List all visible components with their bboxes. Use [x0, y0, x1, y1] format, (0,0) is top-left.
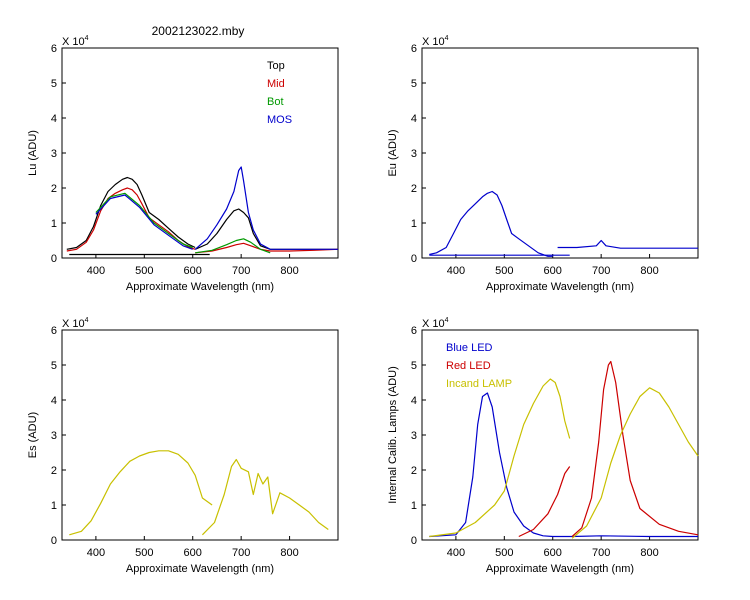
calib-ytick-label: 5: [411, 360, 417, 372]
lu-series-mos: [95, 194, 193, 250]
es-chart-panel: 0 1 2 3 4 5 6 400 500 600 700 800 X 104 Approximate W…: [27, 317, 339, 575]
calib-chart-panel: 0 1 2 3 4 5 6 400 500 600 700 800 X 104 Approximate W…: [387, 317, 699, 575]
lu-plot-frame: [61, 47, 339, 259]
es-xlabel: Approximate Wavelength (nm): [126, 563, 274, 575]
lu-multiplier-exponent: 4: [85, 35, 89, 42]
calib-multiplier-exponent: 4: [445, 317, 449, 324]
lu-multiplier: X 104: [62, 35, 89, 48]
eu-ylabel: Eu (ADU): [387, 129, 399, 176]
lu-ytick-label: 5: [51, 78, 57, 90]
es-xtick-label: 600: [184, 547, 202, 559]
calib-ytick-label: 1: [411, 500, 417, 512]
lu-ytick-label: 1: [51, 218, 57, 230]
eu-ytick-label: 3: [411, 148, 417, 160]
lu-xlabel: Approximate Wavelength (nm): [126, 281, 274, 293]
lu-ytick-label: 6: [51, 43, 57, 55]
calib-legend-blue-led: Blue LED: [446, 342, 493, 354]
es-ytick-label: 6: [51, 325, 57, 337]
eu-series-eu: [429, 190, 553, 257]
lu-legend-bot: Bot: [267, 96, 284, 108]
lu-series-bot: [95, 192, 193, 249]
lu-legend-mos: MOS: [267, 114, 292, 126]
calib-series-red-led: [518, 466, 571, 538]
calib-xlabel: Approximate Wavelength (nm): [486, 563, 634, 575]
calib-ylabel: Internal Calib. Lamps (ADU): [387, 366, 399, 504]
calib-xtick-label: 500: [495, 547, 513, 559]
calib-ytick-label: 2: [411, 465, 417, 477]
es-xtick-label: 400: [87, 547, 105, 559]
es-xtick-label: 500: [135, 547, 153, 559]
calib-series-red-led-2: [571, 360, 699, 537]
lu-series-top: [66, 176, 196, 250]
eu-xtick-label: 700: [592, 265, 610, 277]
lu-ytick-label: 0: [51, 253, 57, 265]
eu-ytick-label: 1: [411, 218, 417, 230]
lu-ylabel: Lu (ADU): [27, 130, 39, 176]
es-ytick-label: 1: [51, 500, 57, 512]
eu-series-eu-2: [557, 239, 698, 249]
lu-legend-top: Top: [267, 60, 285, 72]
eu-xtick-label: 600: [544, 265, 562, 277]
calib-multiplier: X 104: [422, 317, 449, 330]
eu-xtick-label: 400: [447, 265, 465, 277]
es-ytick-label: 4: [51, 395, 57, 407]
calib-ytick-label: 0: [411, 535, 417, 547]
lu-ytick-label: 2: [51, 183, 57, 195]
es-multiplier-exponent: 4: [85, 317, 89, 324]
calib-xtick-label: 700: [592, 547, 610, 559]
es-plot-frame: [61, 329, 339, 541]
calib-xtick-label: 600: [544, 547, 562, 559]
eu-xtick-label: 500: [495, 265, 513, 277]
lu-series-top-2: [194, 208, 338, 250]
lu-xtick-label: 400: [87, 265, 105, 277]
lu-ytick-label: 4: [51, 113, 57, 125]
lu-xtick-label: 500: [135, 265, 153, 277]
es-ytick-label: 3: [51, 430, 57, 442]
es-series-es-2: [201, 458, 329, 536]
eu-multiplier: X 104: [422, 35, 449, 48]
lu-chart-panel: 0 1 2 3 4 5 6 400 500 600 700 800 X 104 Approximate W…: [27, 35, 339, 293]
es-ytick-label: 0: [51, 535, 57, 547]
lu-xtick-label: 700: [232, 265, 250, 277]
lu-xtick-label: 800: [280, 265, 298, 277]
eu-ytick-label: 4: [411, 113, 417, 125]
eu-ytick-label: 6: [411, 43, 417, 55]
lu-series-mos-2: [194, 166, 338, 250]
es-ytick-label: 2: [51, 465, 57, 477]
calib-legend-red-led: Red LED: [446, 360, 491, 372]
eu-chart-panel: 0 1 2 3 4 5 6 400 500 600 700 800 X 104 Approximate W…: [387, 35, 699, 293]
es-multiplier: X 104: [62, 317, 89, 330]
calib-xtick-label: 800: [640, 547, 658, 559]
lu-series-mid: [66, 187, 196, 252]
eu-ytick-label: 0: [411, 253, 417, 265]
eu-xtick-label: 800: [640, 265, 658, 277]
eu-ytick-label: 5: [411, 78, 417, 90]
calib-series-incand-lamp-2: [571, 387, 699, 539]
calib-legend-incand-lamp: Incand LAMP: [446, 378, 512, 390]
calib-series-blue-led-2: [572, 535, 698, 538]
calib-ytick-label: 6: [411, 325, 417, 337]
es-xtick-label: 700: [232, 547, 250, 559]
calib-series-incand-lamp: [429, 378, 571, 538]
eu-xlabel: Approximate Wavelength (nm): [486, 281, 634, 293]
es-ytick-label: 5: [51, 360, 57, 372]
lu-series-bot-2: [195, 238, 271, 254]
eu-plot-frame: [421, 47, 699, 259]
lu-legend-mid: Mid: [267, 78, 285, 90]
lu-xtick-label: 600: [184, 265, 202, 277]
calib-xtick-label: 400: [447, 547, 465, 559]
lu-series-mid-2: [195, 242, 339, 254]
calib-ytick-label: 3: [411, 430, 417, 442]
es-ylabel: Es (ADU): [27, 412, 39, 458]
figure-title: 2002123022.mby: [152, 24, 245, 38]
lu-ytick-label: 3: [51, 148, 57, 160]
eu-multiplier-exponent: 4: [445, 35, 449, 42]
es-series-es: [69, 450, 213, 536]
calib-series-blue-led: [429, 392, 573, 538]
calib-ytick-label: 4: [411, 395, 417, 407]
eu-ytick-label: 2: [411, 183, 417, 195]
es-xtick-label: 800: [280, 547, 298, 559]
